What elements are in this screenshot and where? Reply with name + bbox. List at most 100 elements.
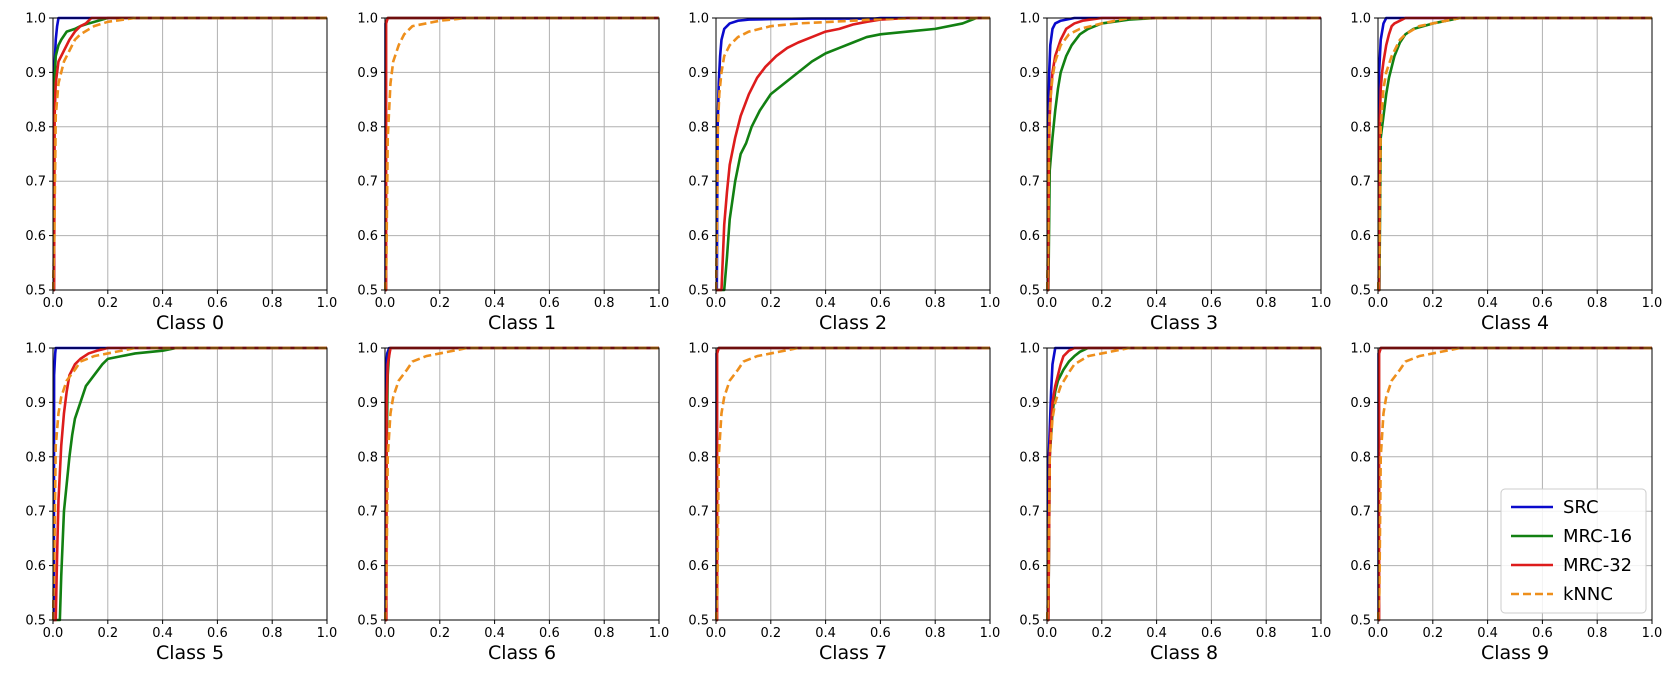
y-tick-label: 0.8 (357, 120, 378, 135)
series-knnc-line (1377, 346, 1652, 621)
x-tick-label: 0.6 (539, 296, 560, 311)
x-tick-label: 0.2 (760, 626, 781, 641)
panel-title: Class 0 (156, 312, 224, 334)
x-tick-label: 1.0 (1642, 626, 1663, 641)
y-tick-label: 0.9 (1019, 66, 1040, 81)
x-tick-label: 1.0 (317, 296, 338, 311)
y-tick-label: 0.6 (1019, 559, 1040, 574)
y-tick-label: 1.0 (25, 12, 46, 27)
x-tick-label: 0.4 (815, 296, 836, 311)
x-tick-label: 0.8 (594, 626, 615, 641)
y-tick-label: 0.7 (25, 505, 46, 520)
series-knnc-line (52, 346, 327, 621)
x-tick-label: 1.0 (1642, 296, 1663, 311)
y-tick-label: 0.6 (1350, 559, 1371, 574)
x-tick-label: 0.8 (1587, 296, 1608, 311)
y-tick-label: 0.9 (688, 396, 709, 411)
x-tick-label: 0.4 (1146, 626, 1167, 641)
y-tick-label: 0.7 (1350, 505, 1371, 520)
plot-frame (715, 17, 991, 291)
panel-title: Class 5 (156, 642, 224, 664)
y-tick-label: 0.8 (1350, 450, 1371, 465)
x-tick-label: 0.8 (262, 296, 283, 311)
y-tick-label: 0.9 (357, 396, 378, 411)
x-tick-label: 0.0 (1037, 626, 1058, 641)
panel-title: Class 9 (1481, 642, 1549, 664)
y-tick-label: 0.5 (25, 614, 46, 629)
series-mrc-16-line (53, 346, 327, 622)
y-tick-label: 0.7 (1019, 175, 1040, 190)
y-tick-label: 0.5 (688, 614, 709, 629)
x-tick-label: 0.6 (870, 296, 891, 311)
y-tick-label: 0.5 (357, 614, 378, 629)
panel-title: Class 4 (1481, 312, 1549, 334)
roc-panel: 0.0 0.2 0.4 0.6 0.8 1.0 0.5 0.6 0.7 0.8 0.9 1.0 Clas… (1350, 342, 1662, 665)
y-tick-label: 1.0 (688, 12, 709, 27)
x-tick-label: 1.0 (649, 626, 670, 641)
series-group (1046, 346, 1321, 622)
y-tick-label: 0.6 (1350, 229, 1371, 244)
plot-frame (384, 347, 660, 621)
plot-frame (1046, 17, 1322, 291)
plot-area (1378, 18, 1652, 290)
plot-area (1047, 348, 1321, 620)
series-group (715, 16, 990, 292)
y-tick-label: 1.0 (25, 342, 46, 357)
y-tick-label: 0.5 (1019, 614, 1040, 629)
x-tick-label: 0.8 (1256, 626, 1277, 641)
x-tick-label: 1.0 (980, 626, 1001, 641)
x-tick-label: 0.6 (1532, 296, 1553, 311)
x-tick-label: 0.6 (1201, 296, 1222, 311)
x-tick-label: 0.8 (925, 626, 946, 641)
series-mrc-16-line (1047, 16, 1321, 292)
x-tick-label: 0.2 (429, 626, 450, 641)
y-tick-label: 0.9 (1350, 66, 1371, 81)
y-tick-label: 0.8 (1019, 120, 1040, 135)
x-tick-label: 0.4 (484, 626, 505, 641)
x-tick-label: 0.0 (375, 296, 396, 311)
y-tick-label: 0.6 (1019, 229, 1040, 244)
x-tick-label: 1.0 (1311, 296, 1332, 311)
y-tick-label: 1.0 (357, 12, 378, 27)
y-tick-label: 0.9 (25, 66, 46, 81)
y-tick-label: 0.7 (357, 175, 378, 190)
y-tick-label: 0.8 (688, 120, 709, 135)
roc-panel: 0.0 0.2 0.4 0.6 0.8 1.0 0.5 0.6 0.7 0.8 0.9 1.0 Clas… (25, 342, 337, 665)
x-tick-label: 0.6 (207, 296, 228, 311)
plot-area (385, 18, 659, 290)
y-tick-label: 0.6 (688, 229, 709, 244)
y-tick-label: 0.6 (357, 559, 378, 574)
panel-title: Class 1 (488, 312, 556, 334)
y-tick-label: 0.6 (688, 559, 709, 574)
x-tick-label: 0.4 (152, 296, 173, 311)
legend-box (1500, 488, 1647, 614)
x-tick-label: 0.0 (1368, 296, 1389, 311)
series-knnc-line (52, 16, 327, 291)
y-tick-label: 0.8 (1019, 450, 1040, 465)
y-tick-label: 0.9 (1350, 396, 1371, 411)
x-tick-label: 0.2 (760, 296, 781, 311)
series-knnc-line (1046, 346, 1321, 621)
series-knnc-line (384, 16, 659, 291)
plot-frame (384, 17, 660, 291)
y-tick-label: 0.7 (25, 175, 46, 190)
x-tick-label: 0.2 (429, 296, 450, 311)
y-tick-label: 0.7 (688, 175, 709, 190)
plot-frame (52, 17, 328, 291)
y-tick-label: 0.5 (688, 284, 709, 299)
legend-label: MRC-16 (1563, 526, 1632, 547)
x-tick-label: 0.6 (539, 626, 560, 641)
x-tick-label: 0.0 (43, 296, 64, 311)
x-tick-label: 0.6 (207, 626, 228, 641)
x-tick-label: 1.0 (317, 626, 338, 641)
x-tick-label: 0.8 (1256, 296, 1277, 311)
plot-area (385, 348, 659, 620)
panel-title: Class 7 (819, 642, 887, 664)
y-tick-label: 0.5 (1350, 284, 1371, 299)
panel-title: Class 8 (1150, 642, 1218, 664)
y-tick-label: 0.8 (25, 450, 46, 465)
y-tick-label: 0.8 (688, 450, 709, 465)
y-tick-label: 0.5 (1350, 614, 1371, 629)
y-tick-label: 0.7 (1350, 175, 1371, 190)
x-tick-label: 0.2 (97, 296, 118, 311)
